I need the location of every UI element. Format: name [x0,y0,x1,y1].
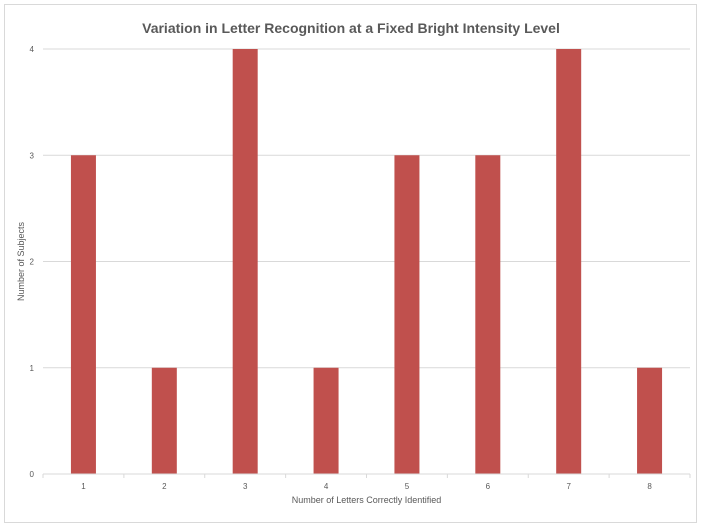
bar-4 [313,367,339,474]
x-tick-label: 6 [486,482,491,491]
bar-5 [394,155,420,474]
y-tick-label: 3 [30,151,35,160]
bar-2 [151,367,177,474]
bar-6 [475,155,501,474]
bar-7 [556,49,582,474]
x-tick-label: 2 [162,482,167,491]
chart-frame [4,4,697,523]
x-tick-label: 5 [405,482,410,491]
chart-title: Variation in Letter Recognition at a Fix… [142,20,560,36]
x-tick-label: 7 [566,482,571,491]
x-tick-labels: 1 2 3 4 5 6 7 8 [42,474,691,491]
x-tick-label: 8 [647,482,652,491]
bar-1 [70,155,96,474]
y-axis-title: Number of Subjects [16,221,26,301]
x-tick-label: 1 [81,482,86,491]
bars [70,49,663,474]
y-tick-labels: 0 1 2 3 4 [30,45,35,479]
y-tick-label: 1 [30,364,35,373]
bar-3 [232,49,258,474]
x-tick-label: 4 [324,482,329,491]
bar-8 [637,367,663,474]
y-tick-label: 0 [30,470,35,479]
y-tick-label: 2 [30,258,35,267]
x-axis-title: Number of Letters Correctly Identified [292,495,442,505]
y-tick-label: 4 [30,45,35,54]
x-tick-label: 3 [243,482,248,491]
gridlines [43,48,690,369]
